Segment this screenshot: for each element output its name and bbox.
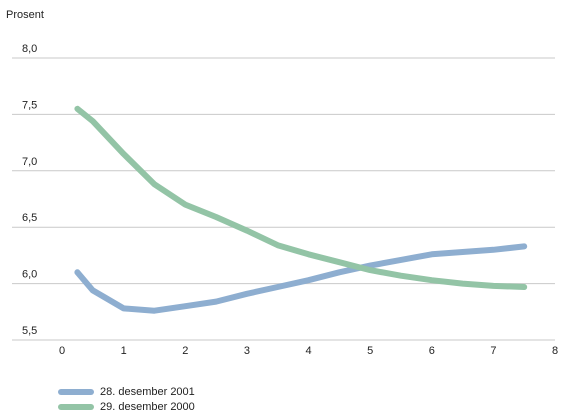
x-tick-label: 7 [490,345,496,357]
x-tick-label: 0 [59,345,65,357]
series-line-1 [74,105,528,290]
y-tick-label: 6,0 [22,269,37,281]
y-tick-label: 6,5 [22,212,37,224]
legend-swatch-2001 [58,388,94,395]
legend-label-2001: 28. desember 2001 [100,385,195,398]
legend-label-2000: 29. desember 2000 [100,400,195,413]
legend: 28. desember 2001 29. desember 2000 [58,384,195,414]
y-tick-label: 7,5 [22,99,37,111]
x-tick-label: 2 [182,345,188,357]
gridlines [12,57,555,341]
y-axis-label: Prosent [6,9,44,21]
legend-item-2001: 28. desember 2001 [58,384,195,399]
x-tick-label: 6 [429,345,435,357]
y-tick-labels: 5,5 6,0 6,5 7,0 7,5 8,0 [22,43,37,337]
y-tick-label: 7,0 [22,156,37,168]
x-tick-label: 5 [367,345,373,357]
x-tick-label: 8 [552,345,558,357]
x-tick-label: 4 [305,345,311,357]
y-tick-label: 8,0 [22,43,37,55]
x-tick-label: 1 [121,345,127,357]
legend-swatch-2000 [58,403,94,410]
legend-item-2000: 29. desember 2000 [58,399,195,414]
x-tick-labels: 0 1 2 3 4 5 6 7 8 [59,345,558,357]
series-lines [74,105,528,314]
series-line-0 [74,243,528,314]
y-tick-label: 5,5 [22,325,37,337]
x-tick-label: 3 [244,345,250,357]
